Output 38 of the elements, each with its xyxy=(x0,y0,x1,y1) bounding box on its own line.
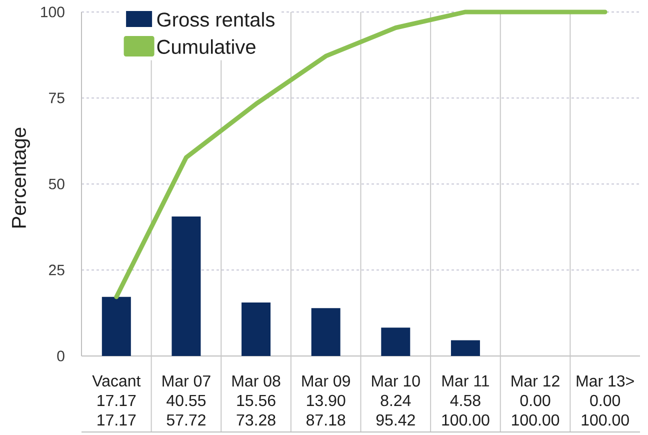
x-tick-label: Mar 13> xyxy=(576,375,634,387)
data-label: 95.42 xyxy=(376,414,415,426)
x-tick-label: Mar 11 xyxy=(442,375,489,387)
data-label: 17.17 xyxy=(98,414,136,426)
data-label: 0.00 xyxy=(590,394,620,406)
y-tick-label: 25 xyxy=(49,264,64,276)
y-tick-label: 75 xyxy=(49,92,64,104)
data-label: 13.90 xyxy=(307,394,346,406)
legend-label: Cumulative xyxy=(157,39,256,54)
data-label: 17.17 xyxy=(98,394,136,406)
y-tick-label: 100 xyxy=(41,6,64,18)
x-tick-label: Mar 09 xyxy=(302,375,350,387)
bar xyxy=(381,328,410,356)
bar xyxy=(172,216,201,356)
data-label: 15.56 xyxy=(237,394,276,406)
x-tick-label: Mar 10 xyxy=(372,375,420,387)
data-label: 0.00 xyxy=(520,394,550,406)
y-axis-title: Percentage xyxy=(12,128,30,228)
data-label: 8.24 xyxy=(380,394,411,406)
bar xyxy=(242,302,271,356)
data-label: 100.00 xyxy=(512,414,560,426)
data-label: 4.58 xyxy=(450,394,480,406)
data-label: 100.00 xyxy=(442,414,490,426)
data-label: 73.28 xyxy=(236,414,276,426)
data-label: 40.55 xyxy=(166,394,206,406)
x-tick-label: Mar 07 xyxy=(162,375,210,387)
x-tick-label: Mar 12 xyxy=(512,375,560,387)
x-tick-label: Mar 08 xyxy=(232,375,280,387)
bar xyxy=(311,308,340,356)
y-tick-label: 0 xyxy=(57,350,64,362)
x-tick-label: Vacant xyxy=(92,375,141,387)
y-tick-label: 50 xyxy=(48,178,64,190)
legend-label: Gross rentals xyxy=(157,12,274,27)
data-label: 57.72 xyxy=(166,414,206,426)
data-label: 100.00 xyxy=(582,414,629,426)
bar xyxy=(102,296,131,356)
bar xyxy=(450,340,480,356)
data-label: 87.18 xyxy=(306,414,346,426)
